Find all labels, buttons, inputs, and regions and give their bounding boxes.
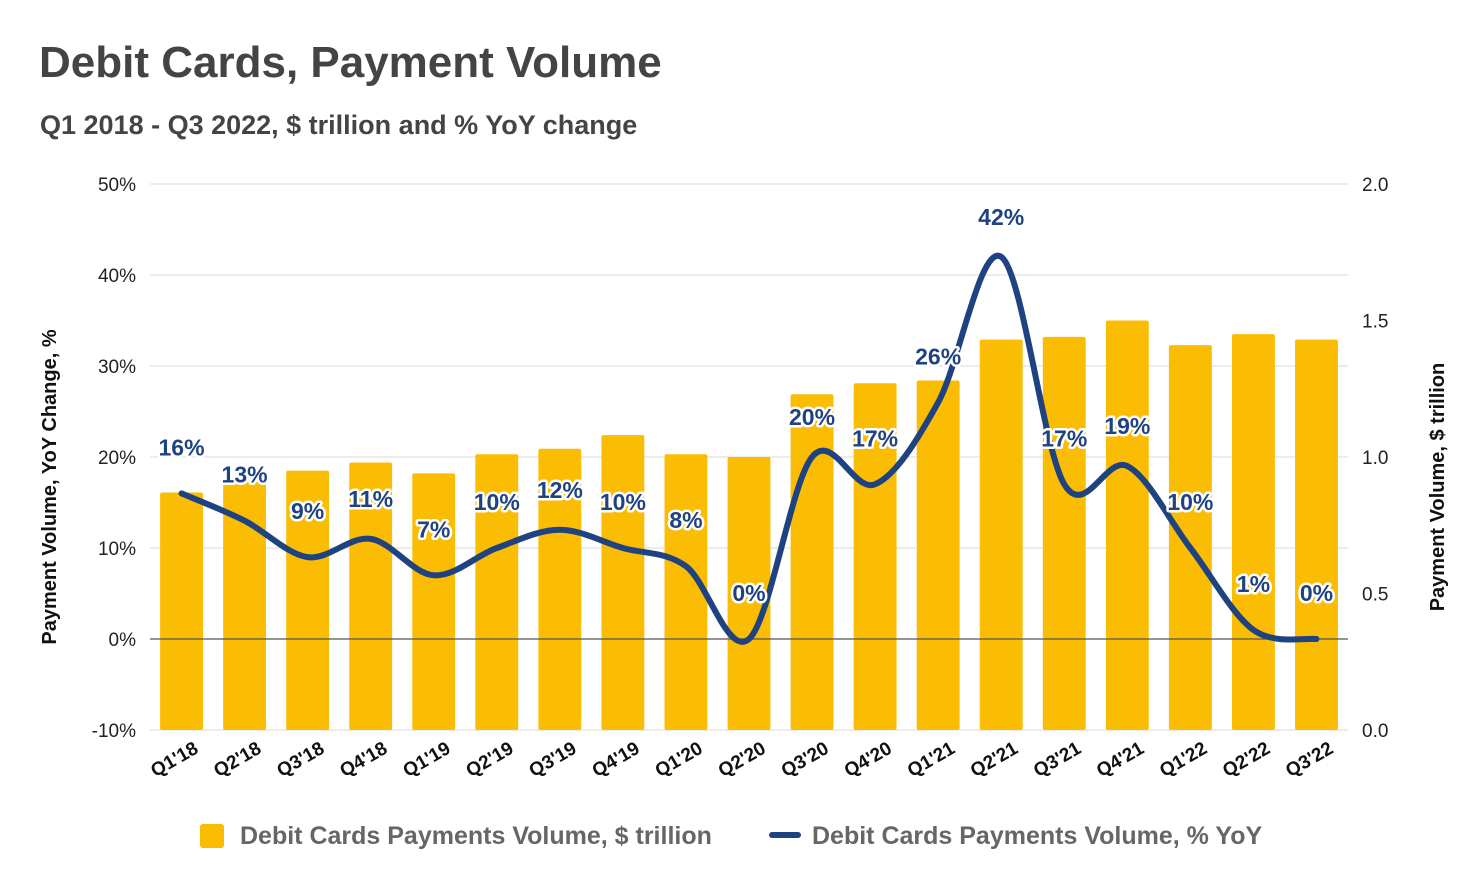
category-label: Q3'21 [1030,738,1085,782]
category-label: Q3'18 [273,738,328,782]
yoy-data-label: 42% [978,204,1024,230]
yoy-data-label: 10% [474,489,520,515]
yoy-data-label: 9% [291,498,324,524]
right-axis-tick-label: 2.0 [1362,175,1388,196]
category-label: Q3'22 [1282,738,1337,782]
left-axis-tick-label: 20% [98,448,136,469]
left-axis-tick-label: 0% [109,630,137,651]
left-axis-tick-label: 30% [98,357,136,378]
yoy-data-label: 1% [1237,571,1270,597]
category-label: Q2'18 [210,738,265,782]
yoy-data-label: 11% [348,486,393,512]
left-axis-tick-label: -10% [92,721,136,742]
category-label: Q1'18 [147,738,202,782]
right-axis-tick-label: 0.5 [1362,585,1388,606]
yoy-data-label: 10% [1167,489,1213,515]
bar-Q321 [1042,336,1086,730]
left-axis-tick-label: 50% [98,175,136,196]
legend-bar-swatch [200,824,224,848]
yoy-data-label: 19% [1104,413,1150,439]
bar-Q220 [727,457,771,730]
chart-title: Debit Cards, Payment Volume [39,38,662,87]
yoy-data-label: 13% [222,462,268,488]
left-axis-tick-label: 10% [98,539,136,560]
legend: Debit Cards Payments Volume, $ trillion D… [200,822,1262,850]
bar-Q118 [160,492,203,730]
category-label: Q1'22 [1156,738,1211,782]
legend-bar-label: Debit Cards Payments Volume, $ trillion [240,822,712,850]
category-label: Q2'20 [715,738,770,782]
yoy-data-label: 7% [417,516,450,542]
category-label: Q4'19 [589,738,644,782]
right-axis-tick-label: 1.5 [1362,312,1388,333]
bar-Q318 [286,470,330,730]
yoy-data-label: 12% [537,477,583,503]
bar-Q418 [349,462,393,730]
category-label: Q4'18 [337,738,392,782]
chart-subtitle: Q1 2018 - Q3 2022, $ trillion and % YoY … [40,110,638,140]
bar-Q119 [412,473,456,730]
bar-Q320 [790,394,834,730]
bar-Q319 [538,448,582,730]
yoy-data-label: 0% [732,580,765,606]
category-label: Q1'21 [904,738,959,782]
category-label: Q1'20 [652,738,707,782]
left-axis-title: Payment Volume, YoY Change, % [39,329,61,644]
bar-series [160,320,1338,730]
category-label: Q4'20 [841,738,896,782]
category-label: Q2'21 [967,738,1022,782]
bar-Q120 [664,454,708,730]
bar-Q419 [601,435,645,730]
left-axis-tick-label: 40% [98,266,136,287]
yoy-data-label: 17% [1041,425,1087,451]
right-axis-title: Payment Volume, $ trillion [1427,363,1449,612]
yoy-data-label: 8% [669,507,702,533]
right-axis-tick-label: 0.0 [1362,721,1388,742]
bar-Q121 [916,380,960,730]
bar-Q122 [1168,345,1212,730]
category-label: Q2'19 [463,738,518,782]
bar-Q420 [853,383,897,730]
yoy-data-label: 20% [789,404,835,430]
line-series [178,252,1320,645]
bar-Q222 [1231,334,1275,730]
yoy-data-label: 0% [1300,580,1333,606]
bar-Q322 [1295,339,1338,730]
data-labels: 16% 13% 9% 11% 7% 10% 12% 10% 8% 0% 20% 17% 26% 42% 17… [156,201,1336,608]
yoy-data-label: 26% [915,343,961,369]
category-label: Q1'19 [400,738,455,782]
right-axis-tick-label: 1.0 [1362,448,1388,469]
bar-Q421 [1105,320,1149,730]
bar-Q221 [979,339,1023,730]
category-label: Q2'22 [1219,738,1274,782]
yoy-data-label: 17% [852,425,898,451]
bar-Q219 [475,454,519,730]
category-label: Q3'20 [778,738,833,782]
yoy-data-label: 16% [159,434,205,460]
yoy-data-label: 10% [600,489,646,515]
bar-Q218 [223,481,267,730]
yoy-line [178,252,1320,645]
legend-line-label: Debit Cards Payments Volume, % YoY [812,822,1262,850]
category-label: Q3'19 [526,738,581,782]
category-label: Q4'21 [1093,738,1148,782]
